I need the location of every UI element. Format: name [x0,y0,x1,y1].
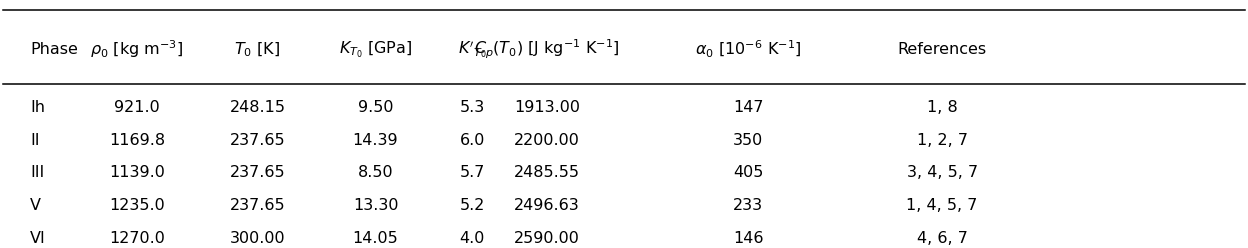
Text: 2200.00: 2200.00 [514,133,580,148]
Text: $\alpha_0$ [10$^{-6}$ K$^{-1}$]: $\alpha_0$ [10$^{-6}$ K$^{-1}$] [695,39,801,60]
Text: Phase: Phase [30,42,77,57]
Text: $\rho_0$ [kg m$^{-3}$]: $\rho_0$ [kg m$^{-3}$] [90,38,183,60]
Text: 1, 8: 1, 8 [927,100,957,115]
Text: 300.00: 300.00 [230,231,286,246]
Text: 5.3: 5.3 [459,100,485,115]
Text: 237.65: 237.65 [230,165,286,180]
Text: 2590.00: 2590.00 [514,231,580,246]
Text: 5.2: 5.2 [459,198,485,213]
Text: 4, 6, 7: 4, 6, 7 [916,231,967,246]
Text: 1270.0: 1270.0 [109,231,165,246]
Text: 248.15: 248.15 [230,100,286,115]
Text: 14.39: 14.39 [353,133,398,148]
Text: 2485.55: 2485.55 [514,165,580,180]
Text: 233: 233 [733,198,764,213]
Text: 1235.0: 1235.0 [109,198,165,213]
Text: VI: VI [30,231,46,246]
Text: 1913.00: 1913.00 [514,100,580,115]
Text: 8.50: 8.50 [358,165,393,180]
Text: 1, 2, 7: 1, 2, 7 [916,133,967,148]
Text: 9.50: 9.50 [358,100,393,115]
Text: 146: 146 [733,231,764,246]
Text: 14.05: 14.05 [353,231,398,246]
Text: References: References [897,42,987,57]
Text: 3, 4, 5, 7: 3, 4, 5, 7 [906,165,977,180]
Text: II: II [30,133,40,148]
Text: 1139.0: 1139.0 [109,165,165,180]
Text: $T_0$ [K]: $T_0$ [K] [235,40,281,59]
Text: 4.0: 4.0 [459,231,485,246]
Text: 147: 147 [733,100,764,115]
Text: 237.65: 237.65 [230,133,286,148]
Text: 921.0: 921.0 [114,100,160,115]
Text: $K_{T_0}$ [GPa]: $K_{T_0}$ [GPa] [339,39,412,60]
Text: V: V [30,198,41,213]
Text: 13.30: 13.30 [353,198,398,213]
Text: 1, 4, 5, 7: 1, 4, 5, 7 [906,198,977,213]
Text: 1169.8: 1169.8 [109,133,165,148]
Text: Ih: Ih [30,100,45,115]
Text: 237.65: 237.65 [230,198,286,213]
Text: 2496.63: 2496.63 [514,198,580,213]
Text: $K'_{T_0}$: $K'_{T_0}$ [458,38,487,60]
Text: 405: 405 [733,165,764,180]
Text: $C_p(T_0)$ [J kg$^{-1}$ K$^{-1}$]: $C_p(T_0)$ [J kg$^{-1}$ K$^{-1}$] [474,38,620,61]
Text: 6.0: 6.0 [459,133,485,148]
Text: III: III [30,165,45,180]
Text: 5.7: 5.7 [459,165,485,180]
Text: 350: 350 [733,133,764,148]
